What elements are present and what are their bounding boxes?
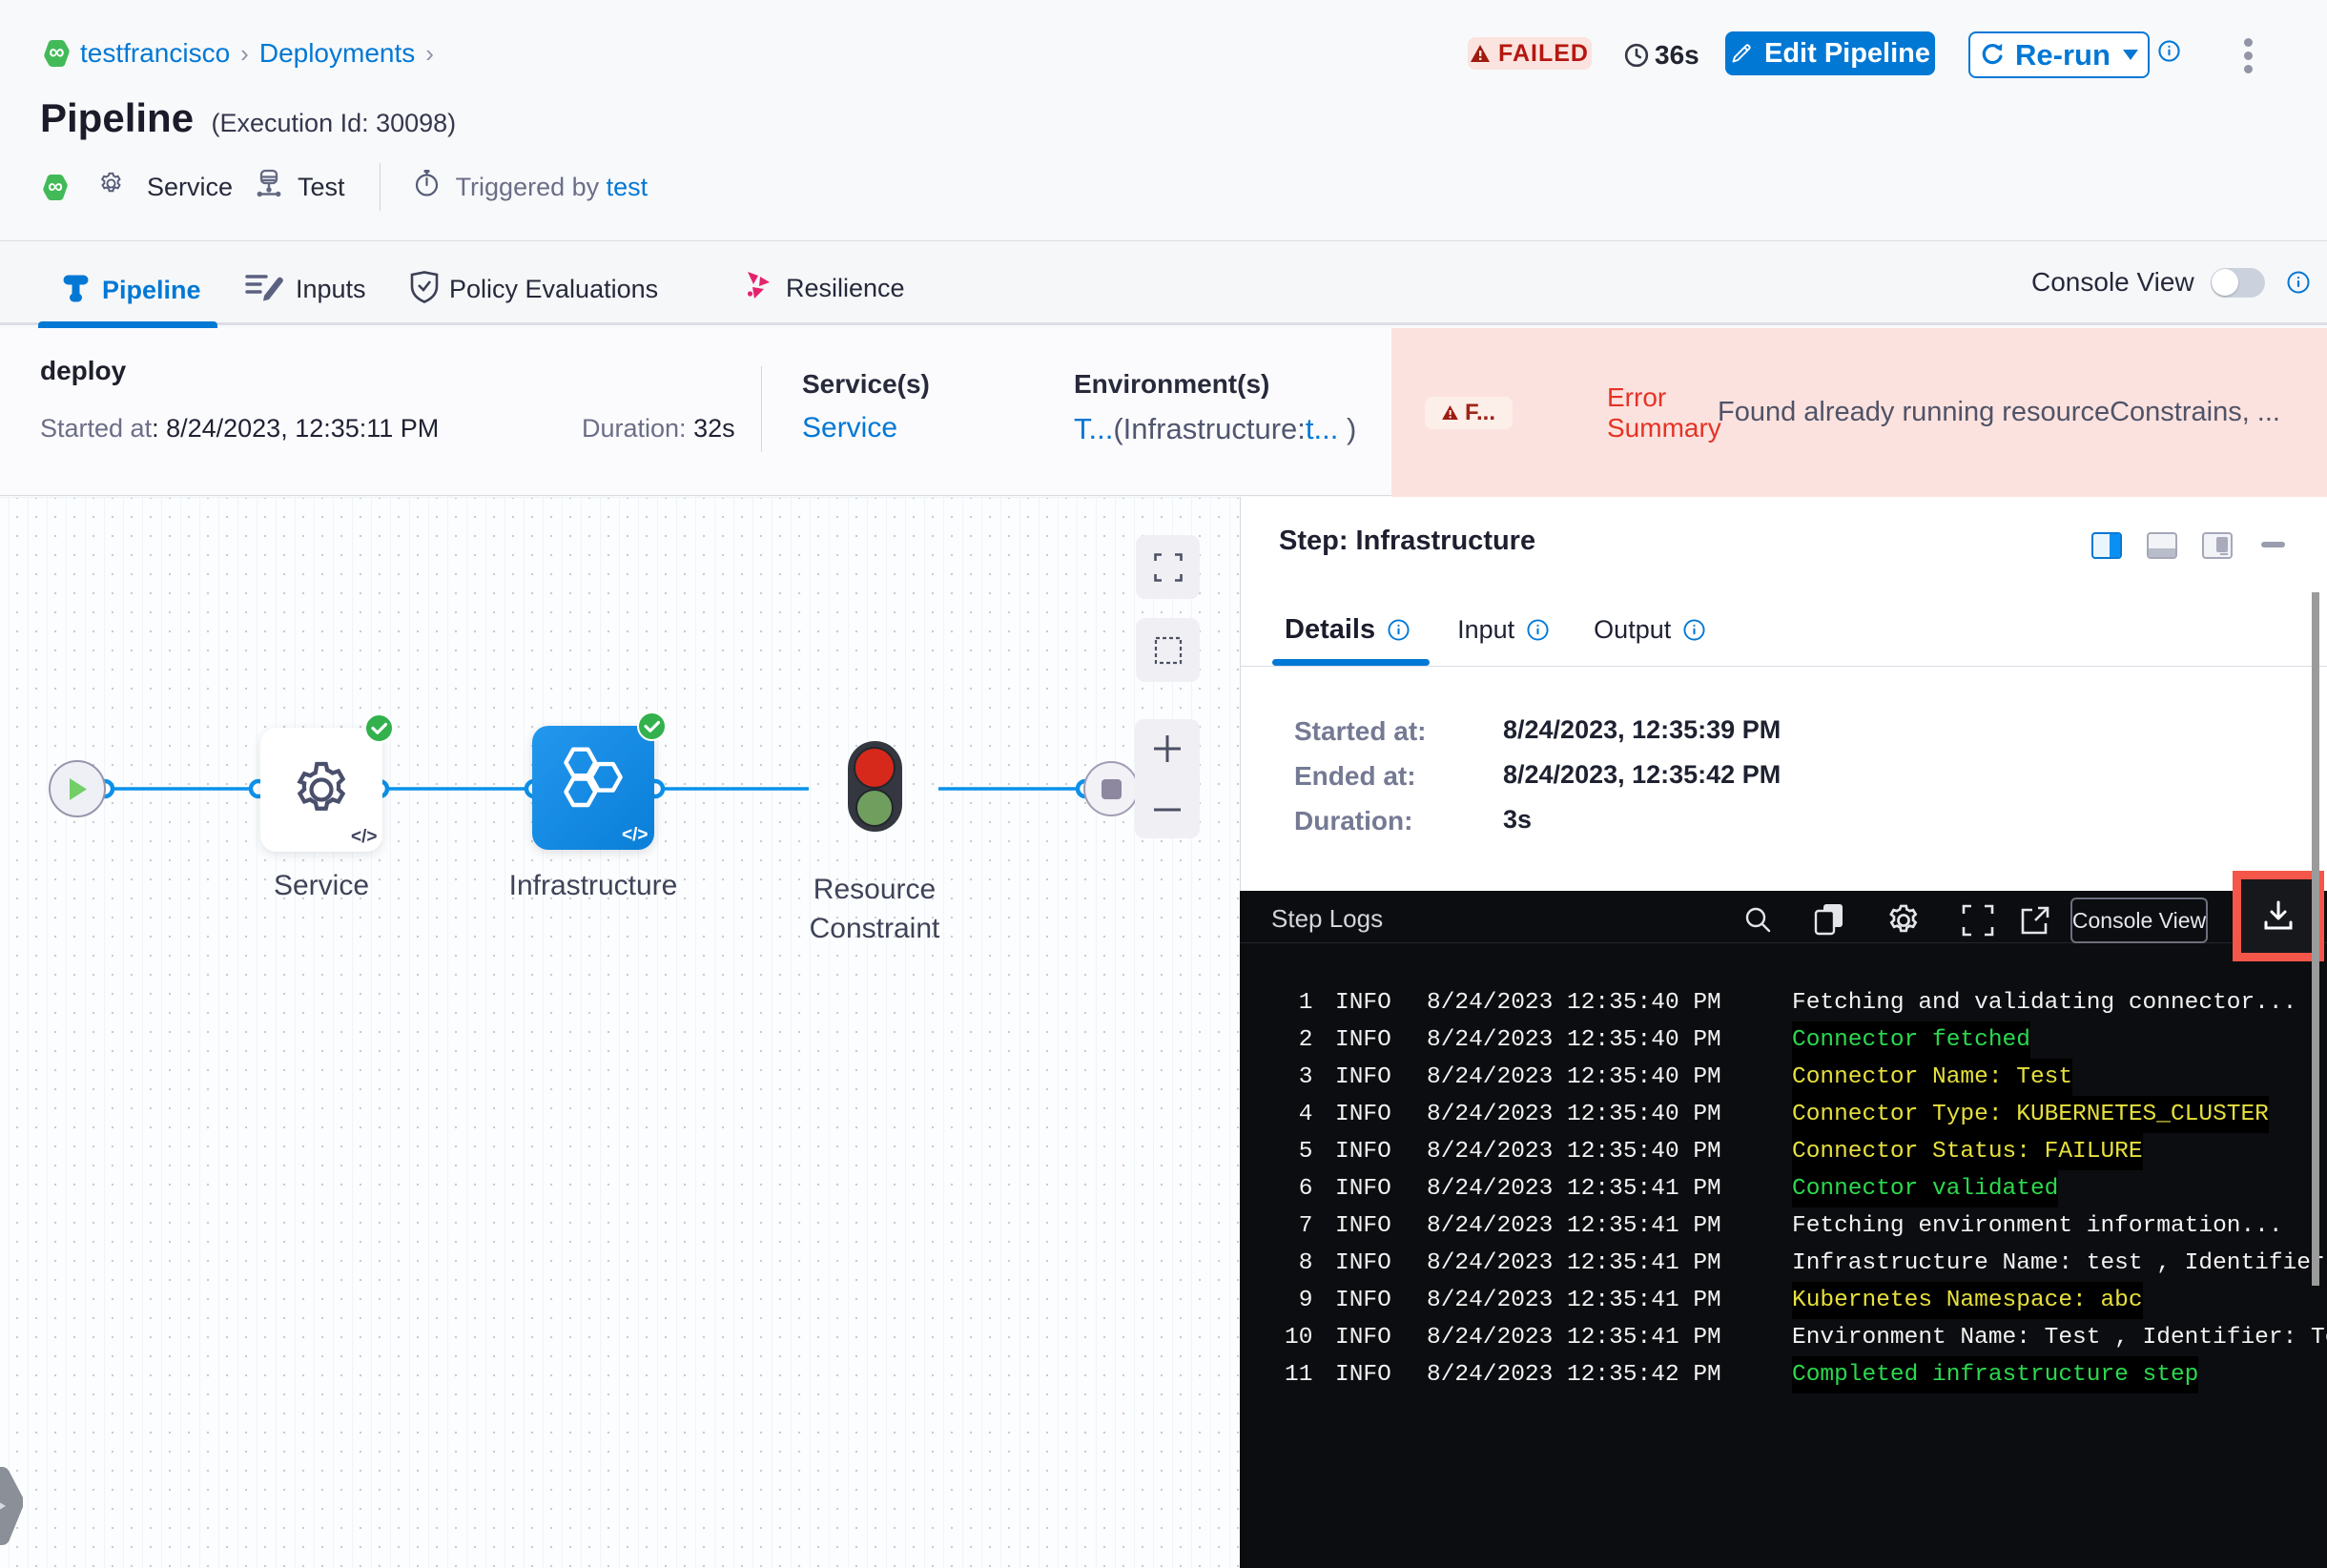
svg-text:∞: ∞	[49, 39, 64, 64]
svg-text:∞: ∞	[48, 174, 63, 197]
